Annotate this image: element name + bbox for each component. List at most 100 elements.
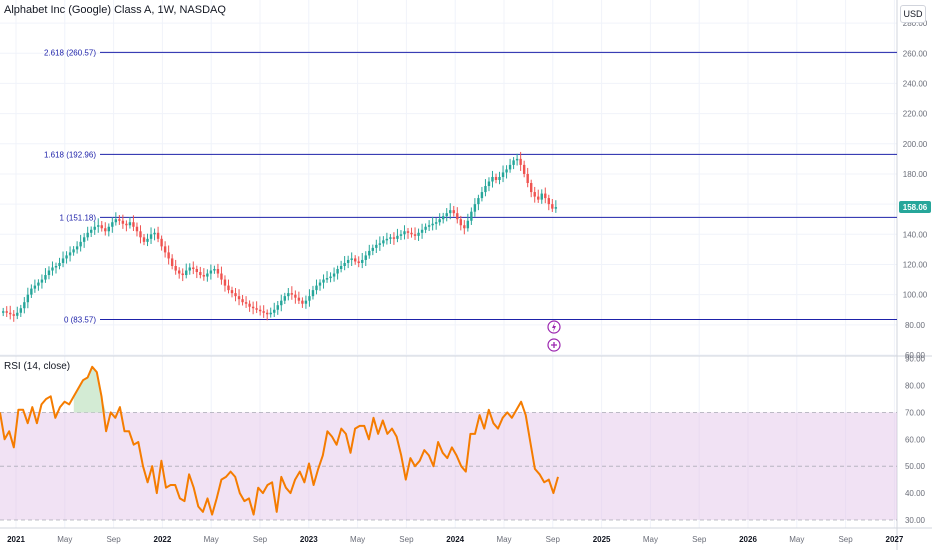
candle-body [301, 300, 304, 304]
price-axis-tick-label: 60.00 [905, 351, 926, 360]
candle-body [188, 267, 191, 271]
time-axis-tick-label: 2023 [300, 535, 318, 544]
last-price-badge [899, 201, 931, 214]
candle-body [526, 173, 529, 184]
candle-body [167, 252, 170, 259]
candle-body [12, 314, 15, 316]
candle-body [318, 282, 322, 286]
candle-body [364, 255, 367, 260]
candle-body [33, 285, 37, 289]
fib-level-label: 2.618 (260.57) [44, 48, 96, 57]
candle-body [322, 279, 325, 283]
candle-body [68, 252, 72, 256]
time-axis-tick-label: May [643, 535, 658, 544]
time-axis-tick-label: 2024 [446, 535, 464, 544]
candle-body [135, 226, 139, 232]
candle-body [125, 223, 128, 226]
candle-body [230, 290, 234, 294]
rsi-axis-tick-label: 60.00 [905, 435, 926, 444]
candle-body [244, 302, 248, 304]
price-axis-tick-label: 140.00 [903, 230, 928, 239]
candle-body [255, 308, 258, 310]
candle-body [206, 273, 209, 277]
rsi-indicator-title[interactable]: RSI (14, close) [4, 361, 71, 372]
candle-body [413, 234, 417, 236]
candle-body [142, 237, 146, 242]
candle-body [417, 232, 420, 236]
candle-body [51, 267, 54, 271]
candle-body [498, 176, 501, 180]
currency-button[interactable]: USD [900, 5, 926, 23]
candle-body [442, 216, 445, 220]
candle-body [262, 311, 265, 313]
candle-body [40, 279, 44, 283]
candle-body [368, 250, 371, 256]
price-axis-tick-label: 80.00 [905, 321, 926, 330]
candle-body [484, 186, 487, 193]
candle-body [9, 312, 12, 315]
candle-body [406, 231, 410, 233]
candle-body [170, 258, 174, 266]
rsi-axis-tick-label: 70.00 [905, 408, 926, 417]
time-axis-tick-label: Sep [546, 535, 561, 544]
candle-body [174, 265, 177, 271]
candle-body [90, 229, 93, 233]
event-icon-layer[interactable] [547, 320, 561, 352]
candle-body [146, 238, 149, 242]
axis-layer: 280.00260.00240.00220.00200.00180.00160.… [7, 19, 931, 544]
candle-body [132, 222, 135, 227]
time-axis-tick-label: Sep [106, 535, 121, 544]
candle-body [505, 169, 508, 173]
candle-body [192, 267, 195, 270]
rsi-axis-tick-label: 50.00 [905, 462, 926, 471]
candle-body [325, 278, 329, 280]
price-axis-tick-label: 220.00 [903, 110, 928, 119]
candle-body [223, 279, 227, 286]
time-axis-tick-label: 2021 [7, 535, 25, 544]
fib-level-label: 0 (83.57) [64, 315, 96, 324]
candle-body [431, 223, 434, 226]
time-axis-tick-label: Sep [253, 535, 268, 544]
candle-body [470, 211, 473, 221]
candle-body [237, 296, 241, 300]
fibonacci-layer: 2.618 (260.57) 1.618 (192.96) 1 (151.18) 0 … [44, 48, 897, 324]
candle-body [276, 305, 279, 310]
time-axis-tick-label: 2025 [593, 535, 611, 544]
candle-body [234, 293, 237, 297]
time-axis-tick-label: May [204, 535, 219, 544]
candle-body [160, 238, 163, 247]
candle-body [128, 222, 132, 226]
candle-body [533, 192, 536, 197]
candle-body [463, 225, 466, 229]
candle-body [100, 225, 103, 229]
candle-body [72, 249, 75, 253]
rsi-series [0, 365, 559, 516]
candle-body [269, 312, 272, 315]
price-axis-tick-label: 240.00 [903, 79, 928, 88]
candle-body [287, 293, 290, 297]
fib-level-label: 1.618 (192.96) [44, 150, 96, 159]
candle-body [473, 204, 477, 212]
candle-body [501, 172, 505, 177]
candle-body [332, 273, 336, 277]
candle-body [213, 269, 216, 271]
candle-body [512, 160, 515, 165]
price-axis-tick-label: 260.00 [903, 49, 928, 58]
price-axis-tick-label: 180.00 [903, 170, 928, 179]
candle-body [216, 269, 220, 274]
candle-body [118, 219, 121, 221]
candle-body [371, 247, 374, 251]
candle-body [58, 262, 61, 266]
rsi-axis-tick-label: 30.00 [905, 516, 926, 525]
candle-body [375, 244, 378, 248]
candle-body [537, 196, 540, 200]
candle-body [480, 192, 484, 199]
candle-body [494, 176, 498, 180]
candle-body [114, 219, 118, 223]
time-axis-tick-label: May [57, 535, 72, 544]
candle-body [181, 273, 184, 276]
candle-body [427, 225, 431, 227]
